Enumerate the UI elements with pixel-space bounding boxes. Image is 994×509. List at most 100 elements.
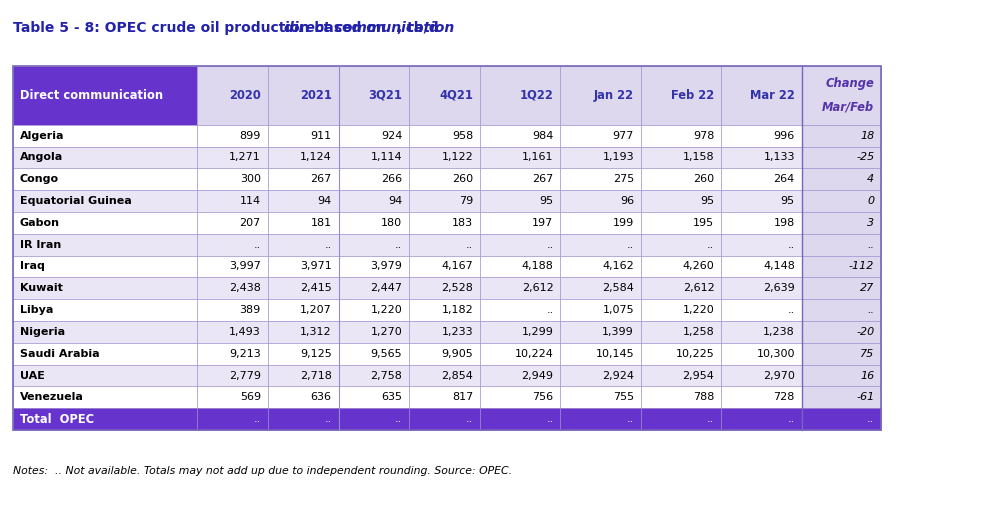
Bar bbox=[338, 321, 409, 343]
Bar bbox=[801, 147, 881, 168]
Text: 1,220: 1,220 bbox=[682, 305, 714, 315]
Text: 94: 94 bbox=[388, 196, 402, 206]
Bar bbox=[479, 408, 560, 430]
Bar bbox=[267, 168, 338, 190]
Text: 9,905: 9,905 bbox=[441, 349, 472, 359]
Bar bbox=[338, 364, 409, 386]
Text: 2,438: 2,438 bbox=[229, 284, 260, 293]
Text: 1,399: 1,399 bbox=[601, 327, 633, 337]
Bar bbox=[560, 408, 640, 430]
Text: 16: 16 bbox=[859, 371, 874, 381]
Text: 260: 260 bbox=[693, 174, 714, 184]
Bar bbox=[338, 125, 409, 147]
Bar bbox=[338, 190, 409, 212]
Bar bbox=[721, 343, 801, 364]
Bar bbox=[560, 125, 640, 147]
Bar bbox=[801, 234, 881, 256]
Text: 984: 984 bbox=[532, 131, 553, 140]
Bar bbox=[479, 147, 560, 168]
Bar bbox=[560, 234, 640, 256]
Bar bbox=[338, 168, 409, 190]
Bar bbox=[479, 66, 560, 125]
Text: Notes:  .. Not available. Totals may not add up due to independent rounding. Sou: Notes: .. Not available. Totals may not … bbox=[13, 466, 512, 476]
Bar bbox=[640, 125, 721, 147]
Bar bbox=[13, 386, 197, 408]
Bar bbox=[197, 299, 267, 321]
Text: 2,415: 2,415 bbox=[299, 284, 331, 293]
Text: 1,207: 1,207 bbox=[299, 305, 331, 315]
Bar bbox=[560, 212, 640, 234]
Bar bbox=[560, 168, 640, 190]
Bar bbox=[721, 190, 801, 212]
Bar bbox=[479, 212, 560, 234]
Bar bbox=[13, 66, 197, 125]
Text: 1,258: 1,258 bbox=[682, 327, 714, 337]
Bar bbox=[479, 277, 560, 299]
Text: 9,565: 9,565 bbox=[371, 349, 402, 359]
Bar bbox=[338, 408, 409, 430]
Text: ..: .. bbox=[395, 414, 402, 424]
Text: 1,271: 1,271 bbox=[229, 152, 260, 162]
Text: 2,612: 2,612 bbox=[521, 284, 553, 293]
Text: 75: 75 bbox=[859, 349, 874, 359]
Text: 94: 94 bbox=[317, 196, 331, 206]
Bar bbox=[801, 364, 881, 386]
Text: 1,075: 1,075 bbox=[601, 305, 633, 315]
Bar bbox=[409, 343, 479, 364]
Bar bbox=[338, 212, 409, 234]
Text: 728: 728 bbox=[772, 392, 794, 403]
Text: ..: .. bbox=[626, 240, 633, 250]
Bar bbox=[409, 168, 479, 190]
Bar bbox=[409, 125, 479, 147]
Text: 10,224: 10,224 bbox=[514, 349, 553, 359]
Bar bbox=[560, 256, 640, 277]
Text: 569: 569 bbox=[240, 392, 260, 403]
Bar bbox=[197, 386, 267, 408]
Bar bbox=[197, 343, 267, 364]
Bar bbox=[409, 256, 479, 277]
Text: ..: .. bbox=[465, 414, 472, 424]
Bar bbox=[267, 321, 338, 343]
Text: 2020: 2020 bbox=[229, 89, 260, 102]
Bar bbox=[560, 66, 640, 125]
Text: 977: 977 bbox=[612, 131, 633, 140]
Text: 4,162: 4,162 bbox=[601, 262, 633, 271]
Text: 95: 95 bbox=[700, 196, 714, 206]
Bar bbox=[801, 256, 881, 277]
Bar bbox=[479, 299, 560, 321]
Bar bbox=[267, 147, 338, 168]
Text: 2,639: 2,639 bbox=[762, 284, 794, 293]
Bar bbox=[560, 299, 640, 321]
Text: 2,954: 2,954 bbox=[682, 371, 714, 381]
Bar bbox=[409, 299, 479, 321]
Text: ..: .. bbox=[253, 240, 260, 250]
Text: 996: 996 bbox=[772, 131, 794, 140]
Text: 1,493: 1,493 bbox=[229, 327, 260, 337]
Bar bbox=[338, 256, 409, 277]
Text: 1,233: 1,233 bbox=[441, 327, 472, 337]
Text: -25: -25 bbox=[855, 152, 874, 162]
Bar bbox=[721, 299, 801, 321]
Text: Kuwait: Kuwait bbox=[20, 284, 63, 293]
Bar bbox=[721, 168, 801, 190]
Bar bbox=[338, 66, 409, 125]
Bar bbox=[13, 168, 197, 190]
Bar bbox=[197, 321, 267, 343]
Bar bbox=[197, 364, 267, 386]
Text: 755: 755 bbox=[612, 392, 633, 403]
Bar bbox=[13, 364, 197, 386]
Bar bbox=[13, 66, 881, 430]
Text: 10,225: 10,225 bbox=[675, 349, 714, 359]
Text: direct communication: direct communication bbox=[284, 21, 454, 35]
Text: 2,758: 2,758 bbox=[370, 371, 402, 381]
Bar bbox=[560, 190, 640, 212]
Bar bbox=[801, 125, 881, 147]
Bar bbox=[640, 190, 721, 212]
Bar bbox=[721, 256, 801, 277]
Text: 1,238: 1,238 bbox=[762, 327, 794, 337]
Bar bbox=[409, 190, 479, 212]
Text: ..: .. bbox=[324, 240, 331, 250]
Bar bbox=[13, 321, 197, 343]
Text: 4,167: 4,167 bbox=[441, 262, 472, 271]
Text: 4,188: 4,188 bbox=[521, 262, 553, 271]
